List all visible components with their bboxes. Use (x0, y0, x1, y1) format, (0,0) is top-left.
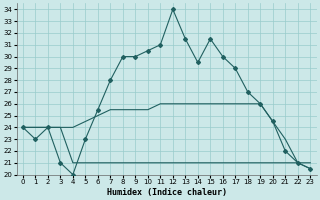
X-axis label: Humidex (Indice chaleur): Humidex (Indice chaleur) (107, 188, 227, 197)
